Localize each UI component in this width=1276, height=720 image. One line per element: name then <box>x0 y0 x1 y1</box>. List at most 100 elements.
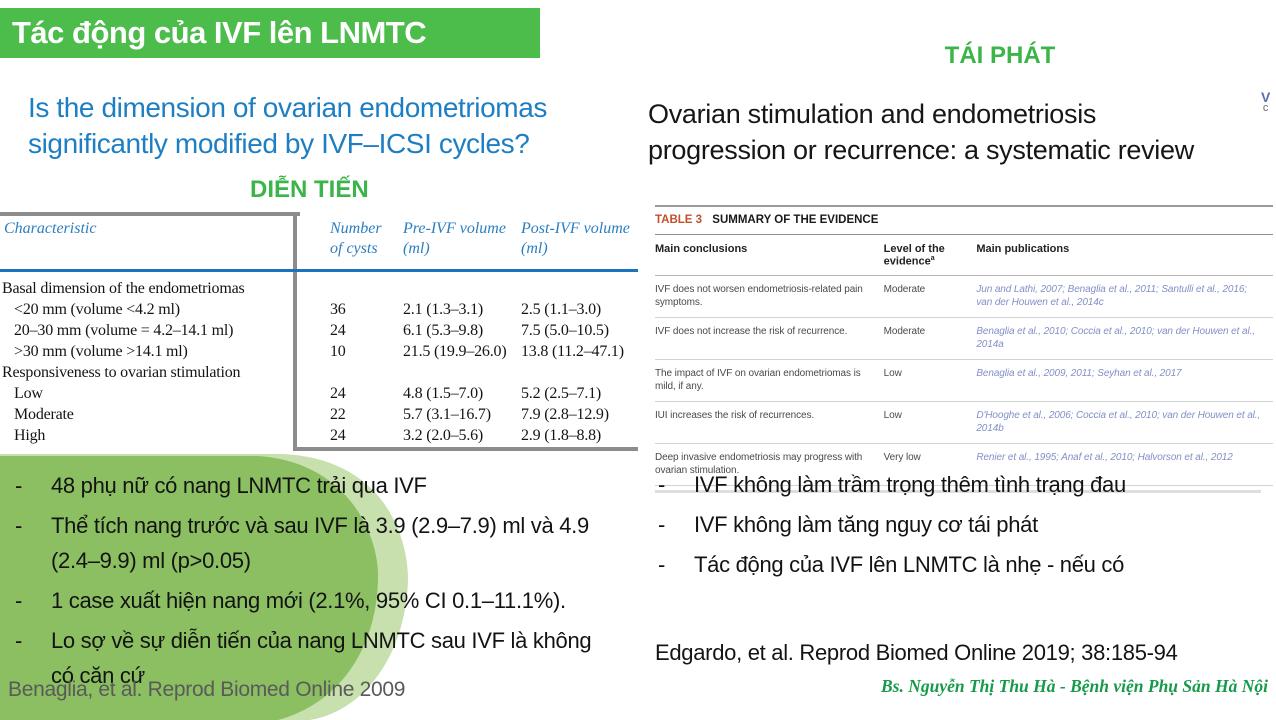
cell-post-volume: 2.9 (1.8–8.8) <box>521 427 602 444</box>
decorative-green-blob <box>0 454 408 720</box>
cell-conclusion: Deep invasive endometriosis may progress… <box>655 451 863 476</box>
dash-bullet: - <box>15 513 23 538</box>
cell-post-volume: 7.5 (5.0–10.5) <box>521 322 609 339</box>
left-table-header-post: Post-IVF volume (ml) <box>521 220 630 257</box>
note-text: IVF không làm trầm trọng thêm tình trạng… <box>694 472 1126 497</box>
cell-number: 36 <box>330 301 346 318</box>
group-label: Responsiveness to ovarian stimulation <box>2 364 241 381</box>
list-item: - IVF không làm tăng nguy cơ tái phát <box>658 508 1258 542</box>
table3-title: SUMMARY OF THE EVIDENCE <box>712 214 879 226</box>
cell-level: Very low <box>883 451 921 463</box>
cell-publications: Renier et al., 1995; Anaf et al., 2010; … <box>976 451 1233 463</box>
note-text: IVF không làm tăng nguy cơ tái phát <box>694 512 1038 537</box>
table-group-row: Responsiveness to ovarian stimulation <box>0 362 640 383</box>
evidence-summary-table: TABLE 3 SUMMARY OF THE EVIDENCE Main con… <box>655 205 1273 493</box>
left-table-header-rule <box>0 269 638 272</box>
left-table-gray-border-top <box>0 212 300 216</box>
dash-bullet: - <box>658 472 666 497</box>
cell-post-volume: 2.5 (1.1–3.0) <box>521 301 602 318</box>
dash-bullet: - <box>15 588 23 613</box>
cell-conclusion: The impact of IVF on ovarian endometriom… <box>655 367 861 392</box>
list-item: - Tác động của IVF lên LNMTC là nhẹ - nế… <box>658 548 1258 582</box>
cell-characteristic: <20 mm (volume <4.2 ml) <box>14 301 180 318</box>
cell-number: 24 <box>330 385 346 402</box>
cell-pre-volume: 4.8 (1.5–7.0) <box>403 385 484 402</box>
evidence-table-header-row: Main conclusions Level of the evidencea … <box>655 235 1273 276</box>
left-table-body: Basal dimension of the endometriomas <20… <box>0 278 640 446</box>
cell-conclusion: IVF does not worsen endometriosis-relate… <box>655 283 863 308</box>
cell-pre-volume: 6.1 (5.3–9.8) <box>403 322 484 339</box>
list-item: - Thể tích nang trước và sau IVF là 3.9 … <box>15 508 615 578</box>
list-item: - 48 phụ nữ có nang LNMTC trải qua IVF <box>15 468 615 503</box>
note-text: 1 case xuất hiện nang mới (2.1%, 95% CI … <box>51 588 566 613</box>
cell-pre-volume: 3.2 (2.0–5.6) <box>403 427 484 444</box>
note-text: Tác động của IVF lên LNMTC là nhẹ - nếu … <box>694 552 1125 577</box>
section-label-dien-tien: DIỄN TIẾN <box>250 176 369 203</box>
cell-number: 24 <box>330 322 346 339</box>
group-label: Basal dimension of the endometriomas <box>2 280 245 297</box>
section-label-tai-phat: TÁI PHÁT <box>944 42 1056 69</box>
list-item: - IVF không làm trầm trọng thêm tình trạ… <box>658 468 1258 502</box>
cell-conclusion: IVF does not increase the risk of recurr… <box>655 325 848 337</box>
cell-pre-volume: 21.5 (19.9–26.0) <box>403 343 507 360</box>
cell-post-volume: 7.9 (2.8–12.9) <box>521 406 609 423</box>
note-text: Lo sợ về sự diễn tiến của nang LNMTC sau… <box>51 628 592 688</box>
dash-bullet: - <box>15 628 23 653</box>
left-bullet-notes: - 48 phụ nữ có nang LNMTC trải qua IVF -… <box>15 468 615 698</box>
table-row: >30 mm (volume >14.1 ml) 10 21.5 (19.9–2… <box>0 341 640 362</box>
table3-title-row: TABLE 3 SUMMARY OF THE EVIDENCE <box>655 207 1273 235</box>
header-level-text: Level of the evidence <box>883 243 945 268</box>
table-row: 20–30 mm (volume = 4.2–14.1 ml) 24 6.1 (… <box>0 320 640 341</box>
left-endometrioma-table: Characteristic Number of cysts Pre-IVF v… <box>0 205 640 455</box>
cell-pre-volume: 2.1 (1.3–3.1) <box>403 301 484 318</box>
cell-publications: D'Hooghe et al., 2006; Coccia et al., 20… <box>976 409 1261 434</box>
table3-label: TABLE 3 <box>655 214 703 226</box>
cropped-journal-mark: V c <box>1261 90 1270 114</box>
evidence-row: The impact of IVF on ovarian endometriom… <box>655 360 1273 402</box>
cell-publications: Jun and Lathi, 2007; Benaglia et al., 20… <box>976 283 1247 308</box>
cell-characteristic: High <box>14 427 46 444</box>
evidence-row: Deep invasive endometriosis may progress… <box>655 444 1273 486</box>
cell-level: Low <box>883 367 902 379</box>
slide-title-banner: Tác động của IVF lên LNMTC <box>0 8 540 58</box>
left-paper-title-line1: Is the dimension of ovarian endometrioma… <box>28 92 547 123</box>
cell-publications: Benaglia et al., 2010; Coccia et al., 20… <box>976 325 1255 350</box>
left-table-header-characteristic: Characteristic <box>4 220 97 237</box>
table-row: Low 24 4.8 (1.5–7.0) 5.2 (2.5–7.1) <box>0 383 640 404</box>
header-level-of-evidence: Level of the evidencea <box>884 243 977 268</box>
cell-pre-volume: 5.7 (3.1–16.7) <box>403 406 491 423</box>
right-paper-title: Ovarian stimulation and endometriosis pr… <box>648 96 1276 168</box>
right-paper-title-line2: progression or recurrence: a systematic … <box>648 135 1194 165</box>
note-text: 48 phụ nữ có nang LNMTC trải qua IVF <box>51 473 427 498</box>
left-table-header-row: Characteristic Number of cysts Pre-IVF v… <box>0 219 640 259</box>
table-row: Moderate 22 5.7 (3.1–16.7) 7.9 (2.8–12.9… <box>0 404 640 425</box>
dash-bullet: - <box>658 552 666 577</box>
cell-post-volume: 13.8 (11.2–47.1) <box>521 343 624 360</box>
table-group-row: Basal dimension of the endometriomas <box>0 278 640 299</box>
evidence-row: IVF does not increase the risk of recurr… <box>655 318 1273 360</box>
left-table-header-number: Number of cysts <box>330 220 382 257</box>
cell-conclusion: IUI increases the risk of recurrences. <box>655 409 815 421</box>
list-item: - 1 case xuất hiện nang mới (2.1%, 95% C… <box>15 583 615 618</box>
evidence-row: IVF does not worsen endometriosis-relate… <box>655 276 1273 318</box>
right-bullet-notes: - IVF không làm trầm trọng thêm tình trạ… <box>658 468 1258 588</box>
cell-number: 24 <box>330 427 346 444</box>
left-table-gray-border-bottom <box>293 447 638 451</box>
left-table-header-pre: Pre-IVF volume (ml) <box>403 220 506 257</box>
table-row: <20 mm (volume <4.2 ml) 36 2.1 (1.3–3.1)… <box>0 299 640 320</box>
dash-bullet: - <box>15 473 23 498</box>
author-credit: Bs. Nguyễn Thị Thu Hà - Bệnh viện Phụ Sả… <box>880 676 1268 696</box>
cell-characteristic: >30 mm (volume >14.1 ml) <box>14 343 188 360</box>
table-footnote-illegible <box>655 489 1261 493</box>
right-paper-title-line1: Ovarian stimulation and endometriosis <box>648 99 1097 129</box>
right-citation: Edgardo, et al. Reprod Biomed Online 201… <box>655 640 1178 665</box>
cell-characteristic: Low <box>14 385 43 402</box>
header-main-publications: Main publications <box>976 243 1070 255</box>
header-level-superscript: a <box>930 255 935 262</box>
table-row: High 24 3.2 (2.0–5.6) 2.9 (1.8–8.8) <box>0 425 640 446</box>
note-text: Thể tích nang trước và sau IVF là 3.9 (2… <box>51 513 589 573</box>
cropped-journal-mark-bottom: c <box>1262 102 1269 114</box>
cell-level: Moderate <box>883 325 926 337</box>
header-main-conclusions: Main conclusions <box>655 243 748 255</box>
